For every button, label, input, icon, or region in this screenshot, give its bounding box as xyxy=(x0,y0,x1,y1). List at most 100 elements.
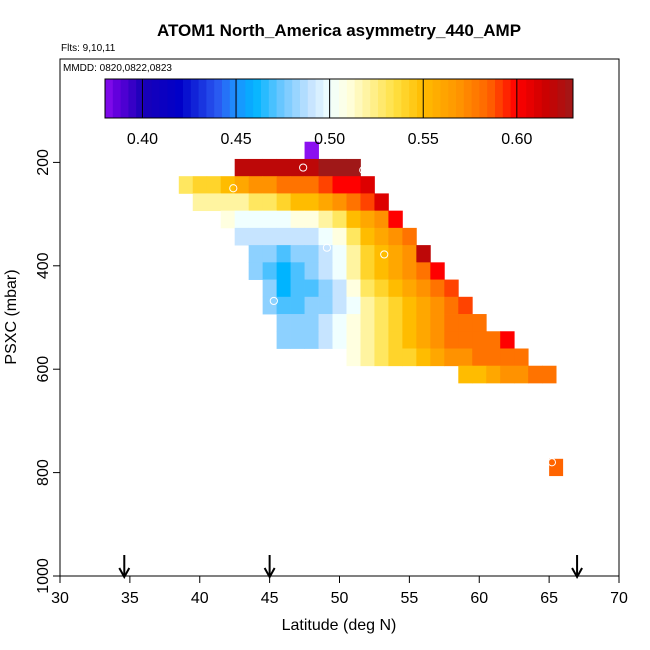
heatmap-cell xyxy=(290,314,305,332)
heatmap-cell xyxy=(374,262,389,280)
heatmap-cell xyxy=(514,365,529,384)
heatmap-cell xyxy=(458,331,473,349)
heatmap-cell xyxy=(444,296,459,315)
data-marker xyxy=(547,458,557,467)
heatmap-cell xyxy=(290,245,305,263)
colorbar-segment xyxy=(557,79,566,118)
colorbar-segment xyxy=(487,79,496,118)
heatmap-cell xyxy=(458,348,473,367)
heatmap-cell xyxy=(346,193,361,212)
chart-title: ATOM1 North_America asymmetry_440_AMP xyxy=(157,21,521,40)
y-tick-label: 400 xyxy=(35,252,52,279)
heatmap-cell xyxy=(290,158,305,177)
heatmap-cell xyxy=(276,296,291,315)
heatmap-cell xyxy=(304,262,319,280)
heatmap-cell xyxy=(402,279,417,298)
heatmap-cell xyxy=(276,331,291,349)
heatmap-cell xyxy=(472,348,487,367)
heatmap-cell xyxy=(276,176,291,194)
heatmap-cell xyxy=(430,314,445,332)
colorbar-segment xyxy=(378,79,387,118)
heatmap-cell xyxy=(220,176,236,194)
heatmap-cell xyxy=(374,193,389,212)
colorbar-segment xyxy=(448,79,457,118)
heatmap-cell xyxy=(318,314,333,332)
heatmap-cell xyxy=(388,279,403,298)
heatmap-cell xyxy=(332,279,347,298)
colorbar-segment xyxy=(237,79,246,118)
heatmap-cell xyxy=(178,176,194,194)
heatmap-cell xyxy=(542,365,557,384)
colorbar-segment xyxy=(362,79,371,118)
heatmap-cell xyxy=(416,245,431,263)
heatmap-cell xyxy=(402,227,417,246)
heatmap-cell xyxy=(416,279,431,298)
heatmap-cell xyxy=(276,210,291,229)
heatmap-cell xyxy=(486,331,501,349)
heatmap-cell xyxy=(360,314,375,332)
colorbar-segment xyxy=(245,79,254,118)
x-tick-label: 65 xyxy=(540,590,558,607)
heatmap-cell xyxy=(318,245,333,263)
heatmap-cell xyxy=(332,331,347,349)
heatmap-cell xyxy=(304,227,319,246)
heatmap-cell xyxy=(262,176,278,194)
heatmap-cell xyxy=(416,348,431,367)
heatmap-cell xyxy=(234,193,250,212)
heatmap-cell xyxy=(248,158,264,177)
heatmap-cell xyxy=(444,279,459,298)
heatmap-cell xyxy=(276,279,291,298)
heatmap-cell xyxy=(388,331,403,349)
arrow-down-icon xyxy=(571,555,583,580)
data-marker xyxy=(185,212,195,221)
heatmap-cell xyxy=(262,210,278,229)
heatmap-cell xyxy=(234,158,250,177)
heatmap-cell xyxy=(318,296,333,315)
colorbar-tick-label: 0.55 xyxy=(408,131,439,148)
heatmap-cell xyxy=(388,348,403,367)
heatmap-cell xyxy=(458,296,473,315)
colorbar-frame xyxy=(104,78,574,119)
heatmap-cell xyxy=(332,193,347,212)
y-tick-label: 800 xyxy=(35,459,52,486)
colorbar-segment xyxy=(541,79,551,118)
dates-label: MMDD: 0820,0822,0823 xyxy=(63,63,172,74)
heatmap-cell xyxy=(220,193,236,212)
colorbar-segment xyxy=(393,79,402,118)
heatmap-cell xyxy=(332,176,347,194)
heatmap-cell xyxy=(332,296,347,315)
heatmap-cell xyxy=(360,227,375,246)
data-marker xyxy=(380,250,389,259)
heatmap-cell xyxy=(360,279,375,298)
heatmap-cell xyxy=(500,365,515,384)
heatmap-cell xyxy=(402,245,417,263)
colorbar-segment xyxy=(229,79,239,118)
heatmap-cell xyxy=(500,348,515,367)
heatmap-cell xyxy=(318,227,333,246)
heatmap-cell xyxy=(262,296,278,315)
heatmap-cell xyxy=(472,331,487,349)
colorbar-segment xyxy=(206,79,215,118)
heatmap-cell xyxy=(374,348,389,367)
heatmap-cell xyxy=(402,314,417,332)
heatmap-cell xyxy=(388,314,403,332)
x-tick-label: 30 xyxy=(51,590,69,607)
heatmap-cell xyxy=(276,158,291,177)
arrow-down-icon xyxy=(118,555,131,580)
x-tick-label: 55 xyxy=(400,590,418,607)
heatmap-cell xyxy=(374,245,389,263)
heatmap-cell xyxy=(528,365,543,384)
colorbar-segment xyxy=(268,79,278,118)
heatmap-cell xyxy=(262,193,278,212)
heatmap-cell xyxy=(318,176,333,194)
colorbar-segment xyxy=(409,79,418,118)
heatmap-cell xyxy=(276,262,291,280)
data-marker xyxy=(229,184,238,193)
x-tick-label: 50 xyxy=(331,590,349,607)
heatmap-cell xyxy=(388,296,403,315)
heatmap-cell xyxy=(346,279,361,298)
heatmap-cell xyxy=(514,348,529,367)
heatmap-cell xyxy=(304,141,319,160)
colorbar-segment xyxy=(565,79,574,118)
x-tick-label: 45 xyxy=(261,590,279,607)
